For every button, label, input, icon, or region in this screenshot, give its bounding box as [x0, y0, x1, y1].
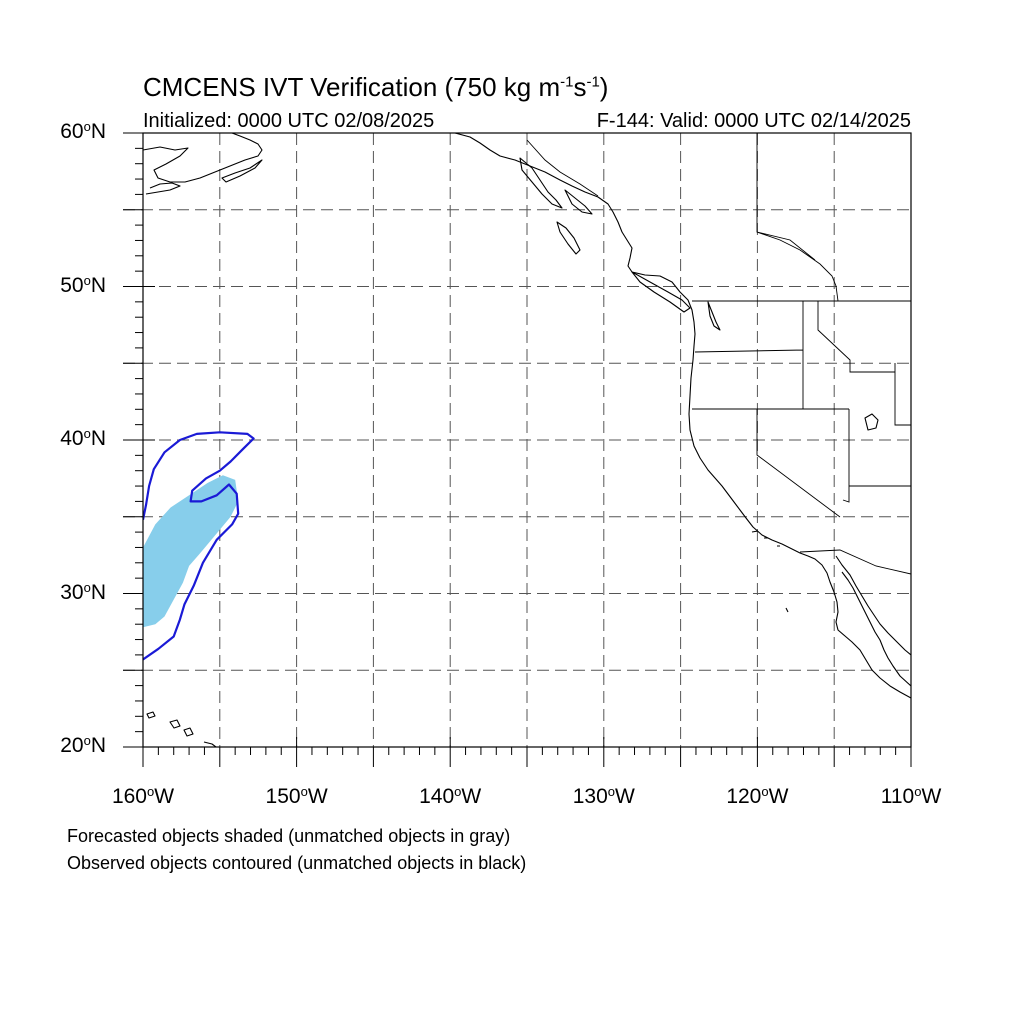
degree-symbol: o — [83, 579, 91, 595]
latitude-label-value: 30 — [60, 580, 84, 604]
longitude-label-value: 140 — [419, 785, 455, 808]
longitude-label: 150oW — [237, 784, 357, 809]
gulf-of-california-coast — [835, 555, 911, 656]
vancouver-island — [631, 271, 691, 313]
observed-ivt-contour — [143, 431, 255, 661]
initialized-label: Initialized: 0000 UTC 02/08/2025 — [143, 110, 435, 132]
latitude-label: 40oN — [40, 426, 106, 451]
forecast-objects-note: Forecasted objects shaded (unmatched obj… — [67, 826, 511, 846]
longitude-label-hemisphere: W — [921, 785, 942, 808]
latitude-label: 20oN — [40, 733, 106, 758]
longitude-label-hemisphere: W — [154, 785, 175, 808]
latitude-label-value: 40 — [60, 427, 84, 450]
us-mexico-border — [799, 549, 911, 575]
longitude-label-value: 130 — [572, 785, 608, 808]
latitude-label: 60oN — [40, 119, 106, 144]
title-mid: s — [573, 72, 587, 102]
north-america-coastline — [454, 133, 911, 699]
longitude-label-hemisphere: W — [307, 785, 328, 808]
observed-objects-note: Observed objects contoured (unmatched ob… — [67, 853, 527, 873]
latitude-label-hemisphere: N — [90, 580, 106, 604]
puget-sound — [707, 301, 721, 331]
longitude-label-hemisphere: W — [461, 785, 482, 808]
latitude-label: 30oN — [40, 579, 106, 605]
longitude-label-hemisphere: W — [615, 785, 635, 808]
valid-time-label: F-144: Valid: 0000 UTC 02/14/2025 — [596, 110, 911, 132]
alaska-islands — [145, 159, 263, 195]
title-main: CMCENS IVT Verification (750 kg m — [143, 72, 561, 102]
degree-symbol: o — [607, 784, 616, 799]
baja-east-coast — [841, 571, 911, 687]
axis-ticks — [123, 132, 912, 767]
title-exponent-2: -1 — [586, 73, 600, 91]
longitude-label: 140oW — [390, 784, 510, 809]
degree-symbol: o — [300, 784, 308, 799]
latitude-label-hemisphere: N — [90, 120, 106, 143]
degree-symbol: o — [454, 784, 462, 799]
channel-islands — [751, 530, 789, 613]
degree-symbol: o — [146, 784, 155, 799]
longitude-label: 120oW — [697, 784, 817, 809]
canadian-province-borders — [756, 133, 839, 302]
graticule — [123, 133, 911, 747]
longitude-label-hemisphere: W — [768, 785, 789, 808]
chart-title: CMCENS IVT Verification (750 kg m-1s-1) — [143, 72, 608, 103]
degree-symbol: o — [914, 784, 922, 799]
latitude-label-hemisphere: N — [90, 427, 106, 450]
degree-symbol: o — [83, 733, 91, 748]
latitude-label-value: 60 — [60, 120, 84, 143]
latitude-label: 50oN — [40, 272, 106, 298]
longitude-label: 110oW — [851, 784, 971, 809]
longitude-label-value: 110 — [880, 785, 915, 808]
title-exponent-1: -1 — [560, 73, 574, 91]
longitude-label-value: 120 — [726, 785, 762, 808]
longitude-label: 160oW — [83, 784, 203, 809]
state-borders — [692, 301, 911, 518]
alaska-canada-border — [526, 139, 599, 197]
plot-frame — [142, 132, 912, 748]
great-salt-lake — [864, 413, 879, 431]
alaska-panhandle-islands — [519, 157, 593, 215]
title-end: ) — [599, 72, 609, 102]
hawaiian-islands — [146, 711, 217, 747]
latitude-label-hemisphere: N — [90, 273, 106, 297]
longitude-label-value: 160 — [111, 785, 147, 808]
latitude-label-value: 20 — [60, 734, 84, 757]
degree-symbol: o — [761, 784, 769, 799]
longitude-label-value: 150 — [265, 785, 301, 808]
forecast-ivt-object — [143, 475, 239, 628]
degree-symbol: o — [83, 426, 91, 441]
degree-symbol: o — [83, 119, 91, 134]
alaska-peninsula-coast — [143, 133, 263, 183]
degree-symbol: o — [83, 272, 91, 288]
longitude-label: 130oW — [544, 784, 664, 809]
haida-gwaii — [556, 221, 581, 255]
latitude-label-hemisphere: N — [90, 734, 106, 757]
latitude-label-value: 50 — [60, 273, 84, 297]
